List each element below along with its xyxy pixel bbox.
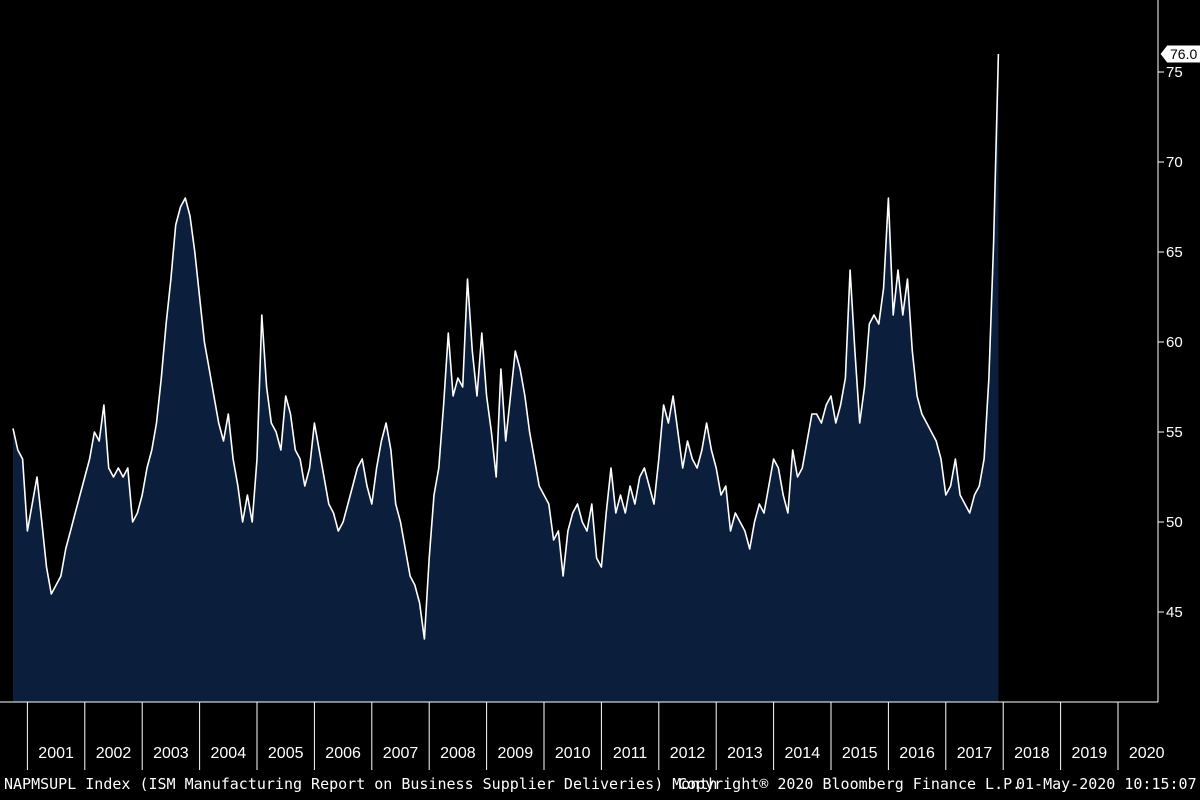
x-tick-label: 2006	[325, 745, 361, 762]
y-tick-label: 60	[1166, 334, 1183, 351]
x-tick-label: 2001	[38, 745, 74, 762]
label-layer: 45 50 55 60 65 70 75 2001 2002 2003 2004 2005 2006 20…	[38, 44, 1200, 762]
y-tick-label: 55	[1166, 424, 1183, 441]
x-tick-label: 2012	[670, 745, 706, 762]
timestamp: 01-May-2020 10:15:07	[1016, 775, 1197, 793]
area-layer	[12, 53, 1000, 702]
x-tick-label: 2017	[957, 745, 993, 762]
x-tick-label: 2018	[1014, 745, 1050, 762]
y-tick-label: 50	[1166, 514, 1183, 531]
x-tick-label: 2013	[727, 745, 763, 762]
ticker-label: NAPMSUPL Index (ISM Manufacturing Report…	[4, 775, 718, 793]
y-tick-label: 45	[1166, 604, 1183, 621]
last-value-label: 76.0	[1170, 46, 1197, 62]
y-tick-label: 70	[1166, 154, 1183, 171]
copyright-text: Copyright® 2020 Bloomberg Finance L.P.	[678, 775, 1022, 793]
x-tick-label: 2016	[899, 745, 935, 762]
x-tick-label: 2019	[1072, 745, 1108, 762]
x-tick-label: 2010	[555, 745, 591, 762]
last-value-badge	[1159, 44, 1200, 64]
x-tick-label: 2002	[96, 745, 132, 762]
last-value-callout: 76.0	[1159, 44, 1200, 64]
series-line	[12, 53, 1000, 640]
x-tick-label: 2009	[498, 745, 534, 762]
y-tick-label: 65	[1166, 244, 1183, 261]
x-tick-label: 2011	[613, 745, 648, 762]
x-tick-label: 2007	[383, 745, 419, 762]
x-tick-label: 2003	[153, 745, 189, 762]
x-tick-label: 2008	[440, 745, 476, 762]
axis-layer	[0, 0, 1164, 770]
x-tick-label: 2014	[785, 745, 821, 762]
x-tick-label: 2015	[842, 745, 878, 762]
x-tick-label: 2004	[211, 745, 247, 762]
x-tick-label: 2020	[1129, 745, 1165, 762]
y-tick-label: 75	[1166, 64, 1183, 81]
x-tick-label: 2005	[268, 745, 304, 762]
